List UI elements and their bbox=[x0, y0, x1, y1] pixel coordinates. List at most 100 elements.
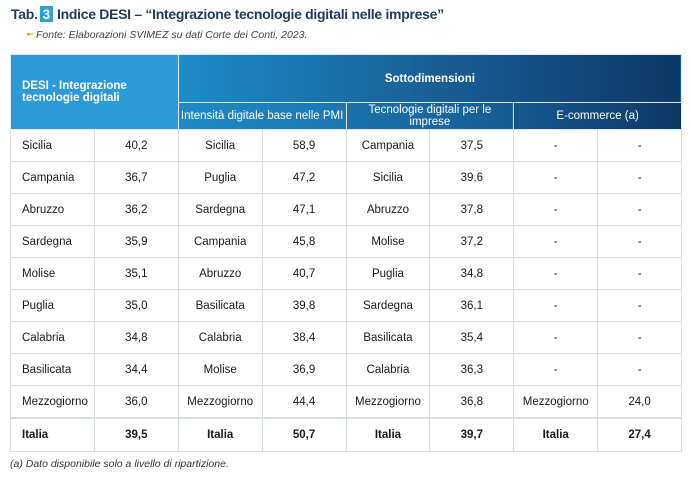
value-cell: 34,4 bbox=[93, 353, 179, 386]
total-region-cell: Italia bbox=[177, 418, 263, 452]
value-cell: 34,8 bbox=[429, 257, 515, 290]
region-cell: Sardegna bbox=[345, 289, 431, 322]
value-cell: - bbox=[597, 193, 682, 226]
title-prefix: Tab. bbox=[11, 6, 38, 22]
value-cell: 34,8 bbox=[93, 321, 179, 354]
region-cell: Molise bbox=[345, 225, 431, 258]
table-row: Mezzogiorno 36,0 Mezzogiorno 44,4 Mezzogiorn… bbox=[10, 385, 682, 418]
region-cell: Basilicata bbox=[10, 353, 95, 386]
region-cell: Calabria bbox=[177, 321, 263, 354]
header-ecommerce: E-commerce (a) bbox=[513, 102, 682, 130]
value-cell: 36,7 bbox=[93, 161, 179, 194]
region-cell: Sardegna bbox=[10, 225, 95, 258]
region-cell: - bbox=[513, 161, 599, 194]
total-table: Italia 39,5 Italia 50,7 Italia 39,7 Italia 27,4 bbox=[10, 418, 682, 452]
region-cell: Sicilia bbox=[10, 129, 95, 162]
region-cell: Campania bbox=[345, 129, 431, 162]
region-cell: Puglia bbox=[345, 257, 431, 290]
region-cell: - bbox=[513, 321, 599, 354]
table-row: Calabria 34,8 Calabria 38,4 Basilicata 35,4- - bbox=[10, 321, 682, 354]
value-cell: 39,6 bbox=[429, 161, 515, 194]
region-cell: Sicilia bbox=[177, 129, 263, 162]
region-cell: Abruzzo bbox=[177, 257, 263, 290]
region-cell: Calabria bbox=[345, 353, 431, 386]
region-cell: Molise bbox=[177, 353, 263, 386]
value-cell: - bbox=[597, 129, 682, 162]
region-cell: - bbox=[513, 129, 599, 162]
region-cell: - bbox=[513, 289, 599, 322]
title-text: Indice DESI – “Integrazione tecnologie d… bbox=[57, 6, 444, 22]
value-cell: 37,5 bbox=[429, 129, 515, 162]
region-cell: Mezzogiorno bbox=[10, 385, 95, 418]
value-cell: 35,0 bbox=[93, 289, 179, 322]
table-row: Molise 35,1 Abruzzo 40,7 Puglia 34,8- - bbox=[10, 257, 682, 290]
value-cell: 36,2 bbox=[93, 193, 179, 226]
region-cell: Calabria bbox=[10, 321, 95, 354]
table-row: Abruzzo 36,2 Sardegna 47,1 Abruzzo 37,8- - bbox=[10, 193, 682, 226]
total-region-cell: Italia bbox=[345, 418, 431, 452]
region-cell: Sicilia bbox=[345, 161, 431, 194]
value-cell: 36,8 bbox=[429, 385, 515, 418]
total-value-cell: 39,5 bbox=[93, 418, 179, 452]
value-cell: - bbox=[597, 225, 682, 258]
region-cell: Abruzzo bbox=[10, 193, 95, 226]
table-row: Basilicata 34,4 Molise 36,9 Calabria 36,3- - bbox=[10, 353, 682, 386]
region-cell: Campania bbox=[10, 161, 95, 194]
region-cell: Mezzogiorno bbox=[345, 385, 431, 418]
arrow-icon: ➼ bbox=[26, 29, 34, 39]
total-value-cell: 39,7 bbox=[429, 418, 515, 452]
header-tecnologie: Tecnologie digitali per le imprese bbox=[345, 102, 515, 130]
value-cell: 36,1 bbox=[429, 289, 515, 322]
value-cell: 37,8 bbox=[429, 193, 515, 226]
table-row: Sicilia 40,2 Sicilia 58,9 Campania 37,5- - bbox=[10, 129, 682, 162]
table-title: Tab. 3 Indice DESI – “Integrazione tecnolo… bbox=[11, 6, 444, 22]
value-cell: 47,2 bbox=[261, 161, 347, 194]
table-number-badge: 3 bbox=[39, 6, 54, 22]
value-cell: - bbox=[597, 289, 682, 322]
region-cell: - bbox=[513, 193, 599, 226]
table-row: Puglia 35,0 Basilicata 39,8 Sardegna 36,1- - bbox=[10, 289, 682, 322]
source-note: Fonte: Elaborazioni SVIMEZ su dati Corte… bbox=[36, 29, 308, 41]
value-cell: 40,7 bbox=[261, 257, 347, 290]
table-row: Sardegna 35,9 Campania 45,8 Molise 37,2- - bbox=[10, 225, 682, 258]
total-value-cell: 50,7 bbox=[261, 418, 347, 452]
region-cell: Sardegna bbox=[177, 193, 263, 226]
total-region-cell: Italia bbox=[10, 418, 95, 452]
value-cell: 37,2 bbox=[429, 225, 515, 258]
header-desi: DESI - Integrazione tecnologie digitali bbox=[10, 54, 179, 130]
value-cell: 45,8 bbox=[261, 225, 347, 258]
value-cell: 47,1 bbox=[261, 193, 347, 226]
value-cell: 40,2 bbox=[93, 129, 179, 162]
value-cell: 35,1 bbox=[93, 257, 179, 290]
region-cell: Molise bbox=[10, 257, 95, 290]
value-cell: 36,0 bbox=[93, 385, 179, 418]
value-cell: 39,8 bbox=[261, 289, 347, 322]
value-cell: 36,3 bbox=[429, 353, 515, 386]
region-cell: Mezzogiorno bbox=[177, 385, 263, 418]
value-cell: 58,9 bbox=[261, 129, 347, 162]
region-cell: - bbox=[513, 257, 599, 290]
value-cell: - bbox=[597, 257, 682, 290]
value-cell: 36,9 bbox=[261, 353, 347, 386]
header-intensita: Intensità digitale base nelle PMI bbox=[177, 102, 347, 130]
value-cell: - bbox=[597, 353, 682, 386]
region-cell: Mezzogiorno bbox=[513, 385, 599, 418]
header-sottodimensioni: Sottodimensioni bbox=[177, 54, 683, 103]
region-cell: - bbox=[513, 353, 599, 386]
value-cell: - bbox=[597, 161, 682, 194]
region-cell: Puglia bbox=[177, 161, 263, 194]
region-cell: Campania bbox=[177, 225, 263, 258]
value-cell: 35,4 bbox=[429, 321, 515, 354]
region-cell: - bbox=[513, 225, 599, 258]
footnote: (a) Dato disponibile solo a livello di r… bbox=[10, 458, 229, 470]
region-cell: Puglia bbox=[10, 289, 95, 322]
value-cell: 44,4 bbox=[261, 385, 347, 418]
total-row: Italia 39,5 Italia 50,7 Italia 39,7 Italia 27,4 bbox=[10, 418, 682, 452]
total-region-cell: Italia bbox=[513, 418, 599, 452]
value-cell: 38,4 bbox=[261, 321, 347, 354]
region-cell: Basilicata bbox=[345, 321, 431, 354]
total-value-cell: 27,4 bbox=[597, 418, 682, 452]
region-cell: Basilicata bbox=[177, 289, 263, 322]
value-cell: 35,9 bbox=[93, 225, 179, 258]
region-cell: Abruzzo bbox=[345, 193, 431, 226]
